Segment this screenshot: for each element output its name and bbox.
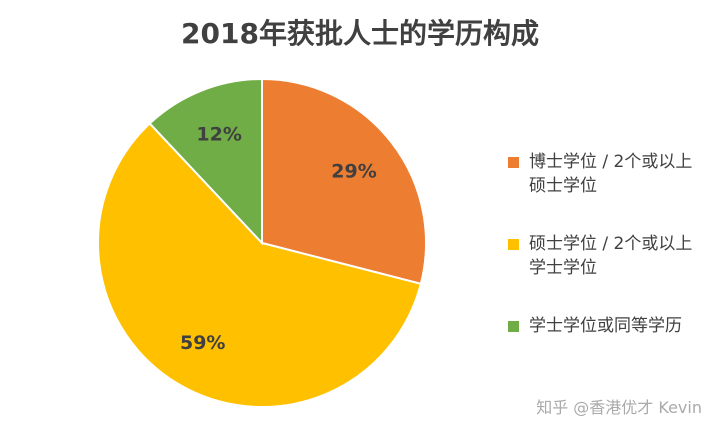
- pie-slice-2: [97, 122, 423, 408]
- legend-label: 学士学位或同等学历: [529, 316, 682, 336]
- pie-slice-3: [148, 77, 263, 246]
- chart-title: 2018年获批人士的学历构成: [181, 17, 539, 50]
- pie-data-label-1: 29%: [331, 161, 376, 183]
- legend-label: 博士学位 / 2个或以上硕士学位: [529, 152, 693, 196]
- legend-item-2: 硕士学位 / 2个或以上学士学位: [508, 232, 713, 280]
- legend-label: 硕士学位 / 2个或以上学士学位: [529, 234, 693, 278]
- chart-legend: 博士学位 / 2个或以上硕士学位 硕士学位 / 2个或以上学士学位学士学位或同等学…: [508, 150, 713, 372]
- legend-swatch: [508, 157, 519, 168]
- legend-swatch: [508, 239, 519, 250]
- pie-data-label-3: 12%: [196, 124, 241, 146]
- legend-swatch: [508, 321, 519, 332]
- pie-data-label-2: 59%: [180, 332, 225, 354]
- legend-item-3: 学士学位或同等学历: [508, 314, 713, 338]
- legend-item-1: 博士学位 / 2个或以上硕士学位: [508, 150, 713, 198]
- pie-slice-1: [261, 77, 427, 286]
- watermark: 知乎 @香港优才 Kevin: [536, 398, 702, 417]
